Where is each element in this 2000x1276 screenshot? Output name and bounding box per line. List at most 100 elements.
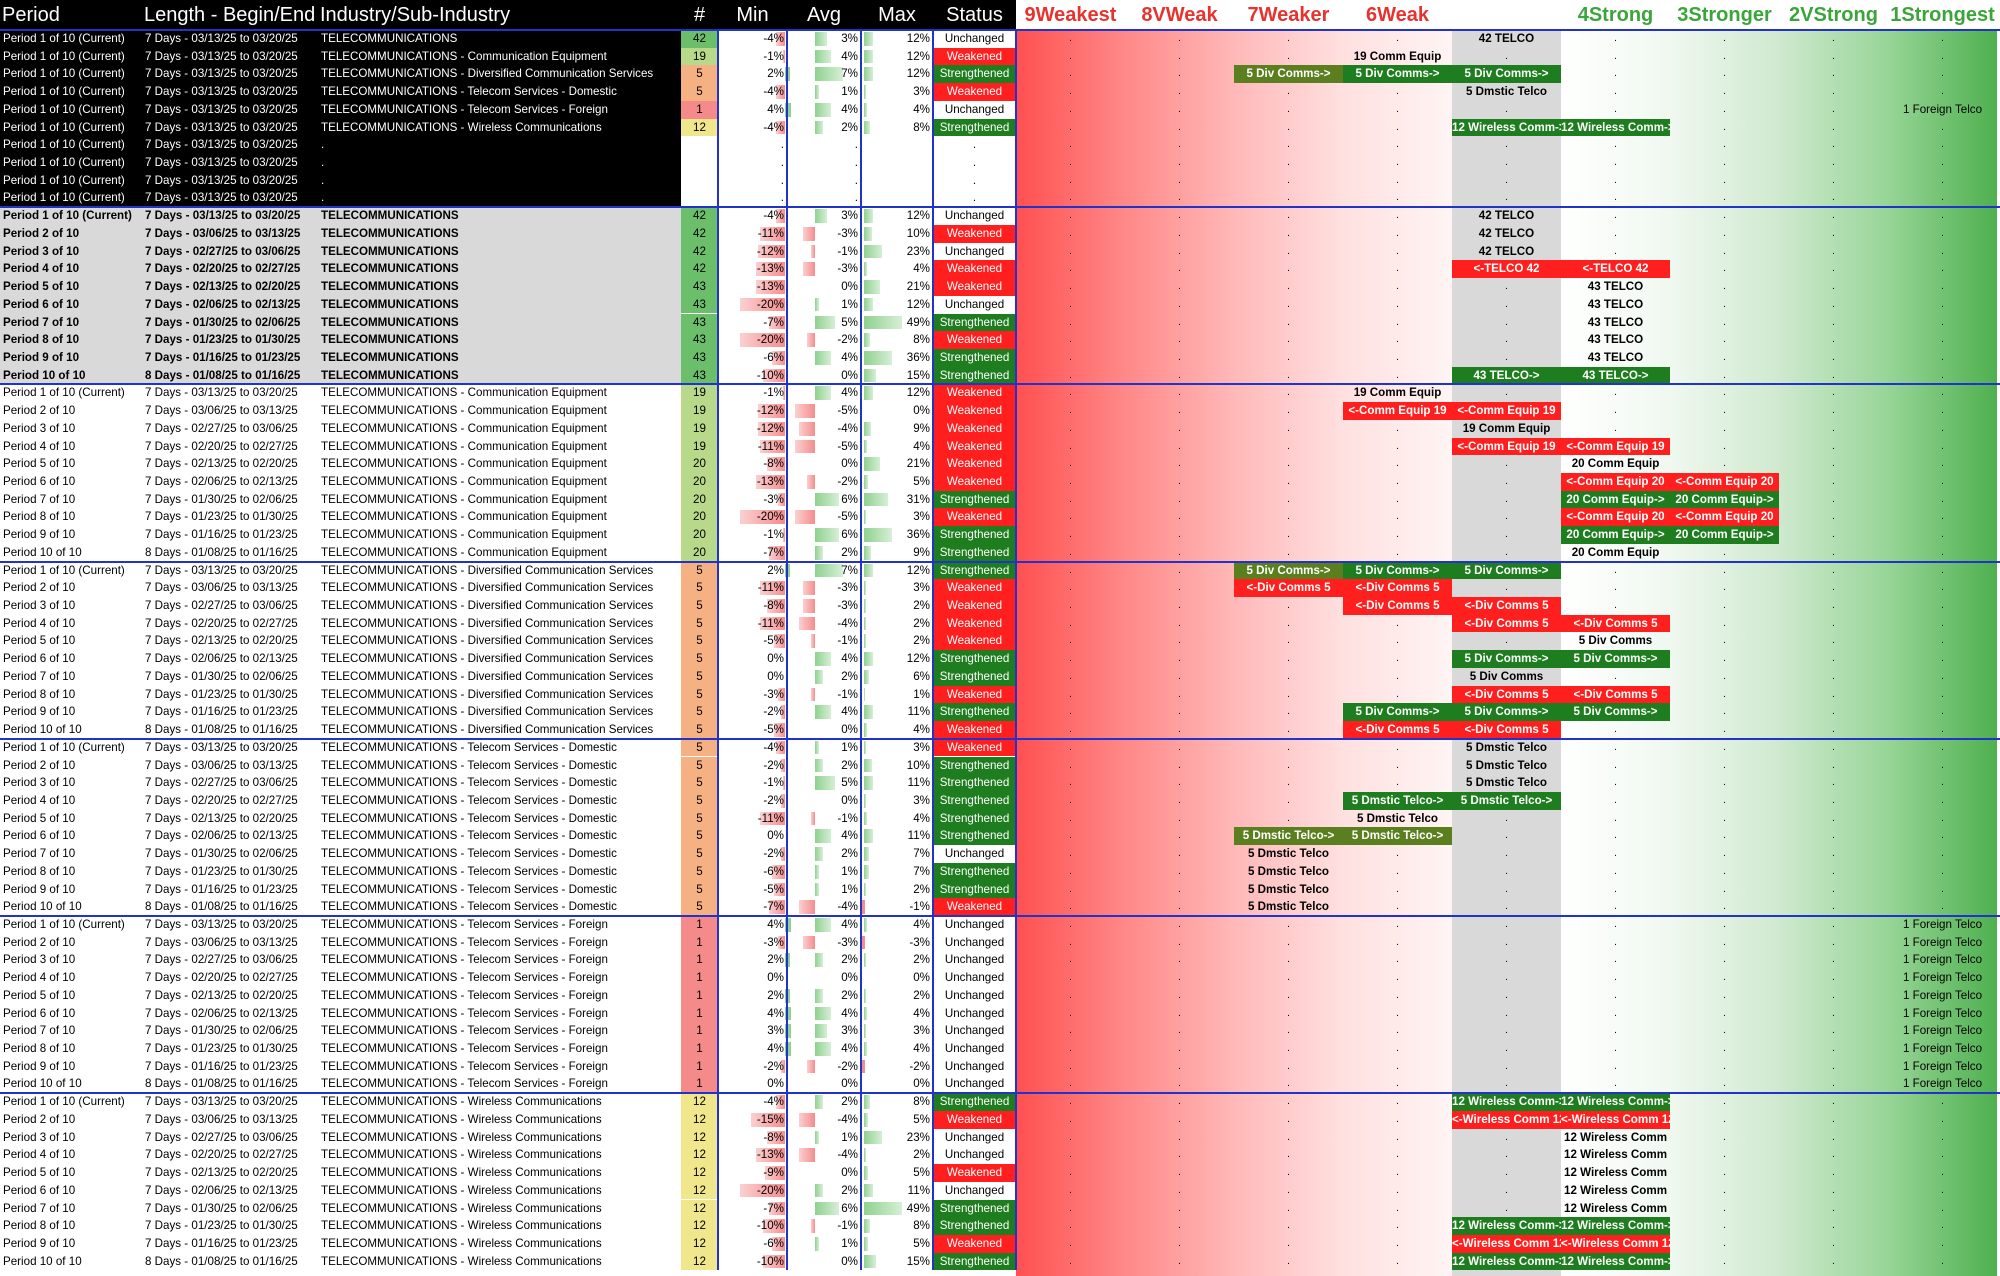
period-cell[interactable]: Period 10 of 10 — [3, 723, 82, 737]
max-cell[interactable]: 0% — [913, 971, 930, 985]
length-cell[interactable]: 7 Days - 03/13/25 to 03/20/25 — [145, 740, 298, 754]
count-cell[interactable]: 5 — [681, 862, 718, 881]
count-cell[interactable]: 1 — [681, 916, 718, 934]
max-cell[interactable]: 8% — [913, 333, 930, 347]
max-cell[interactable]: 7% — [913, 847, 930, 861]
count-cell[interactable] — [681, 189, 718, 208]
status-cell[interactable]: Strengthened — [933, 667, 1016, 686]
avg-cell[interactable]: -3% — [837, 262, 858, 276]
bucket-marker[interactable]: 5 Dmstic Telco-> — [1343, 827, 1452, 846]
max-cell[interactable]: 3% — [913, 85, 930, 99]
avg-cell[interactable]: 6% — [841, 528, 858, 542]
max-cell[interactable]: 2% — [913, 1148, 930, 1162]
length-cell[interactable]: 7 Days - 01/30/25 to 02/06/25 — [145, 492, 298, 506]
length-cell[interactable]: 7 Days - 03/13/25 to 03/20/25 — [145, 85, 298, 99]
bucket-marker[interactable]: 5 Dmstic Telco — [1357, 811, 1438, 825]
period-cell[interactable]: Period 4 of 10 — [3, 262, 80, 276]
max-cell[interactable]: 2% — [913, 599, 930, 613]
bucket-marker[interactable]: 12 Wireless Comm — [1564, 1183, 1667, 1197]
bucket-marker[interactable]: 12 Wireless Comm-> — [1452, 1217, 1561, 1235]
industry-cell[interactable]: TELECOMMUNICATIONS - Telecom Services - … — [321, 740, 617, 754]
min-cell[interactable]: -1% — [763, 49, 784, 63]
period-cell[interactable]: Period 1 of 10 (Current) — [3, 740, 125, 754]
min-cell[interactable]: -13% — [756, 280, 784, 294]
header-bucket-4strong[interactable]: 4Strong — [1577, 4, 1654, 26]
bucket-marker[interactable]: 43 TELCO-> — [1452, 366, 1561, 385]
industry-cell[interactable]: . — [321, 138, 325, 152]
max-cell[interactable]: 6% — [913, 669, 930, 683]
min-cell[interactable]: -11% — [757, 581, 784, 595]
count-cell[interactable]: 20 — [681, 473, 718, 491]
min-cell[interactable]: -12% — [756, 421, 784, 435]
period-cell[interactable]: Period 9 of 10 — [3, 705, 76, 719]
count-cell[interactable]: 5 — [681, 827, 718, 846]
bucket-marker[interactable]: 20 Comm Equip — [1571, 457, 1660, 471]
period-cell[interactable]: Period 4 of 10 — [3, 971, 76, 985]
min-cell[interactable]: -12% — [756, 404, 784, 418]
max-cell[interactable]: 12% — [906, 32, 930, 45]
avg-cell[interactable]: -3% — [837, 599, 858, 613]
status-cell[interactable]: Weakened — [933, 419, 1016, 438]
header-bucket-9weakest[interactable]: 9Weakest — [1024, 4, 1117, 26]
status-cell[interactable]: . — [972, 156, 977, 170]
industry-cell[interactable]: TELECOMMUNICATIONS - Communication Equip… — [321, 528, 607, 542]
bucket-marker[interactable]: 5 Div Comms-> — [1561, 650, 1670, 668]
count-cell[interactable]: 43 — [681, 366, 718, 385]
bucket-marker[interactable]: 5 Div Comms — [1578, 634, 1653, 648]
avg-cell[interactable]: 6% — [841, 492, 858, 506]
max-cell[interactable]: -2% — [909, 1059, 930, 1073]
bucket-marker[interactable]: 5 Dmstic Telco-> — [1452, 791, 1561, 810]
status-cell[interactable]: Unchanged — [933, 1040, 1016, 1058]
count-cell[interactable]: 42 — [681, 242, 718, 261]
bucket-marker[interactable]: 5 Div Comms-> — [1561, 703, 1670, 722]
status-cell[interactable]: Unchanged — [933, 1181, 1016, 1200]
min-cell[interactable]: -3% — [763, 935, 784, 949]
max-cell[interactable]: 49% — [906, 1201, 930, 1215]
bucket-marker[interactable]: 5 Div Comms-> — [1234, 561, 1343, 580]
bucket-marker[interactable]: 42 TELCO — [1478, 226, 1535, 240]
length-cell[interactable]: 7 Days - 03/13/25 to 03/20/25 — [145, 173, 298, 187]
length-cell[interactable]: 7 Days - 02/27/25 to 03/06/25 — [145, 776, 298, 790]
length-cell[interactable]: 7 Days - 03/13/25 to 03/20/25 — [145, 120, 298, 134]
length-cell[interactable]: 7 Days - 02/27/25 to 03/06/25 — [145, 599, 298, 613]
avg-cell[interactable]: -4% — [837, 1112, 858, 1126]
length-cell[interactable]: 7 Days - 03/13/25 to 03/20/25 — [145, 156, 298, 170]
max-cell[interactable]: 8% — [913, 1095, 930, 1109]
status-cell[interactable]: Strengthened — [933, 809, 1016, 828]
min-cell[interactable]: -13% — [756, 1148, 784, 1162]
max-cell[interactable]: 5% — [913, 1236, 930, 1250]
industry-cell[interactable]: TELECOMMUNICATIONS - Telecom Services - … — [321, 758, 617, 772]
length-cell[interactable]: 8 Days - 01/08/25 to 01/16/25 — [145, 900, 298, 914]
industry-cell[interactable]: TELECOMMUNICATIONS - Wireless Communicat… — [321, 1130, 602, 1144]
period-cell[interactable]: Period 5 of 10 — [3, 457, 76, 471]
status-cell[interactable]: Weakened — [933, 508, 1016, 527]
count-cell[interactable]: 43 — [681, 278, 718, 296]
count-cell[interactable]: 5 — [681, 614, 718, 633]
min-cell[interactable]: -8% — [763, 599, 784, 613]
max-cell[interactable]: 23% — [906, 1130, 930, 1144]
bucket-marker[interactable]: 1 Foreign Telco — [1902, 1006, 1983, 1020]
max-cell[interactable]: 3% — [913, 793, 930, 807]
avg-cell[interactable]: -5% — [837, 439, 858, 453]
max-cell[interactable]: 4% — [913, 262, 930, 276]
bucket-marker[interactable]: <-Div Comms 5 — [1561, 614, 1670, 633]
count-cell[interactable]: 42 — [681, 207, 718, 225]
header-min[interactable]: Min — [718, 0, 787, 30]
industry-cell[interactable]: TELECOMMUNICATIONS — [321, 244, 459, 258]
length-cell[interactable]: 7 Days - 03/06/25 to 03/13/25 — [145, 1112, 298, 1126]
count-cell[interactable]: 12 — [681, 1252, 718, 1271]
bucket-marker[interactable]: 5 Div Comms-> — [1452, 703, 1561, 722]
length-cell[interactable]: 7 Days - 02/27/25 to 03/06/25 — [145, 953, 298, 967]
min-cell[interactable]: -4% — [763, 85, 784, 99]
min-cell[interactable]: -20% — [756, 297, 784, 311]
avg-cell[interactable]: -4% — [837, 421, 858, 435]
length-cell[interactable]: 7 Days - 03/13/25 to 03/20/25 — [145, 191, 298, 205]
length-cell[interactable]: 7 Days - 03/06/25 to 03/13/25 — [145, 581, 298, 595]
length-cell[interactable]: 7 Days - 03/13/25 to 03/20/25 — [145, 49, 298, 63]
avg-cell[interactable]: 0% — [841, 280, 858, 294]
status-cell[interactable]: Strengthened — [933, 65, 1016, 84]
min-cell[interactable]: 3% — [767, 1024, 784, 1038]
count-cell[interactable]: 5 — [681, 756, 718, 775]
length-cell[interactable]: 7 Days - 01/16/25 to 01/23/25 — [145, 705, 298, 719]
status-cell[interactable]: Weakened — [933, 437, 1016, 456]
